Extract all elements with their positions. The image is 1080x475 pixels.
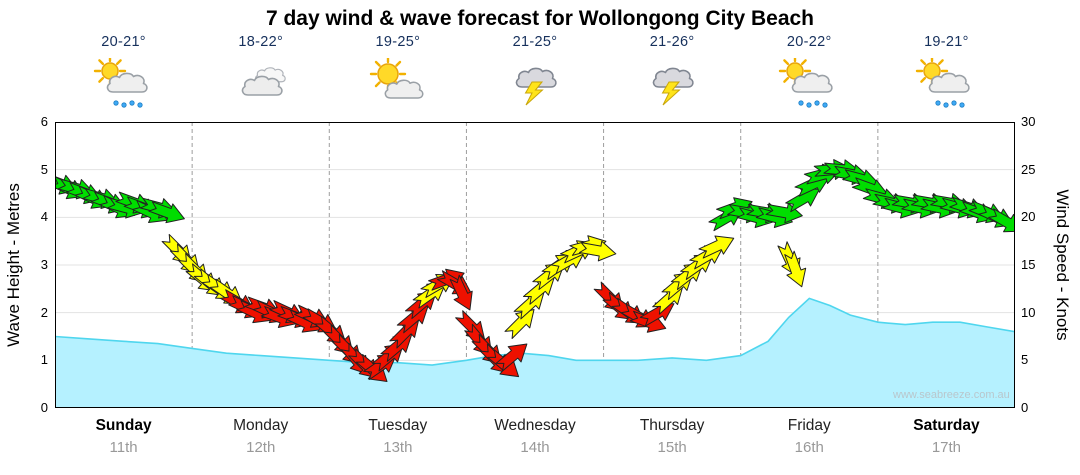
weather-icon: [55, 57, 192, 111]
day-name: Friday: [787, 417, 831, 434]
day-date: 13th: [383, 439, 413, 456]
day-name: Sunday: [95, 417, 152, 434]
y-axis-tick-label: 0: [40, 400, 48, 415]
wind-arrow: [504, 308, 535, 339]
y-axis-tick-label: 20: [1021, 209, 1036, 225]
day-date: 16th: [794, 439, 824, 456]
y-axis-tick-label: 1: [40, 352, 48, 368]
sun-icon: [779, 58, 812, 88]
day-temp: 19-21°: [924, 34, 969, 50]
day-header: 21-26°: [604, 34, 741, 111]
wave-height-line: [55, 297, 1015, 366]
cloud-icon: [241, 75, 283, 96]
day-header: 20-22°: [741, 34, 878, 111]
day-temp: 20-22°: [786, 34, 832, 50]
cloud-icon: [652, 67, 694, 88]
cloud-icon: [515, 67, 557, 88]
cloud-icon: [791, 72, 833, 93]
weather-icon: [329, 57, 466, 111]
y-axis-tick-label: 30: [1021, 114, 1036, 129]
lightning-icon: [524, 81, 544, 106]
y-axis-tick-label: 2: [40, 304, 48, 320]
day-name: Monday: [233, 417, 289, 434]
weather-icon: [192, 57, 329, 111]
y-axis-tick-label: 3: [40, 257, 48, 272]
day-label: Monday 12th: [192, 417, 329, 456]
day-label: Tuesday 13th: [329, 417, 466, 456]
y-axis-tick-label: 0: [1021, 400, 1029, 415]
rain-drops-icon: [798, 100, 828, 108]
sun-icon: [369, 58, 407, 93]
weather-icon: [604, 57, 741, 111]
day-date: 14th: [520, 439, 550, 456]
right-axis-title: Wind Speed - Knots: [1053, 189, 1072, 341]
y-axis-tick-label: 25: [1021, 161, 1036, 177]
wind-arrow: [148, 201, 185, 224]
day-label: Friday 16th: [741, 417, 878, 456]
weather-icon: [878, 57, 1015, 111]
wind-arrow: [784, 250, 807, 288]
y-axis-tick-label: 6: [40, 114, 48, 129]
wind-arrow: [449, 274, 473, 311]
y-axis-tick-label: 4: [40, 209, 48, 225]
wind-arrow: [988, 208, 1015, 233]
page-title: 7 day wind & wave forecast for Wollongon…: [265, 7, 815, 30]
day-date: 11th: [109, 439, 138, 456]
wind-arrow: [495, 343, 528, 372]
day-temp: 21-25°: [512, 34, 558, 50]
day-header: 20-21°: [55, 34, 192, 111]
watermark: www.seabreeze.com.au: [893, 389, 1010, 401]
wave-height-area: [55, 298, 1015, 408]
y-axis-tick-label: 5: [1021, 352, 1029, 368]
day-name: Saturday: [913, 417, 980, 434]
sun-icon: [93, 58, 126, 88]
day-labels-row: Sunday 11th Monday 12th Tuesday 13th Wed…: [55, 417, 1015, 456]
wind-arrow: [579, 240, 617, 262]
y-axis-tick-label: 5: [40, 161, 48, 177]
chart-border: [55, 122, 1015, 408]
day-name: Tuesday: [368, 417, 428, 434]
weather-icon: [466, 57, 603, 111]
wind-arrow: [698, 235, 735, 259]
day-temp: 20-21°: [101, 34, 146, 50]
rain-drops-icon: [112, 100, 143, 108]
day-header: 18-22°: [192, 34, 329, 111]
day-temp: 21-26°: [649, 34, 695, 50]
day-name: Wednesday: [494, 417, 576, 434]
day-header: 19-21°: [878, 34, 1015, 111]
y-axis-tick-label: 10: [1021, 304, 1036, 320]
cloud-icon: [929, 72, 971, 93]
day-label: Thursday 15th: [604, 417, 741, 456]
day-header: 21-25°: [466, 34, 603, 111]
forecast-chart: [55, 122, 1015, 408]
day-date: 17th: [931, 439, 962, 456]
day-date: 15th: [657, 439, 687, 456]
day-temp: 18-22°: [238, 34, 284, 50]
lightning-icon: [661, 81, 681, 106]
day-label: Sunday 11th: [55, 417, 192, 456]
rain-drops-icon: [935, 100, 966, 108]
day-headers-row: 20-21° 18-22° 19-25° 21-25°: [55, 34, 1015, 111]
day-temp: 19-25°: [375, 34, 421, 50]
day-date: 12th: [246, 439, 276, 456]
weather-icon: [741, 57, 878, 111]
day-header: 19-25°: [329, 34, 466, 111]
day-name: Thursday: [639, 417, 705, 434]
day-label: Saturday 17th: [878, 417, 1015, 456]
day-label: Wednesday 14th: [466, 417, 603, 456]
cloud-icon: [384, 79, 424, 99]
cloud-icon: [106, 72, 148, 93]
y-axis-tick-label: 15: [1021, 257, 1036, 272]
